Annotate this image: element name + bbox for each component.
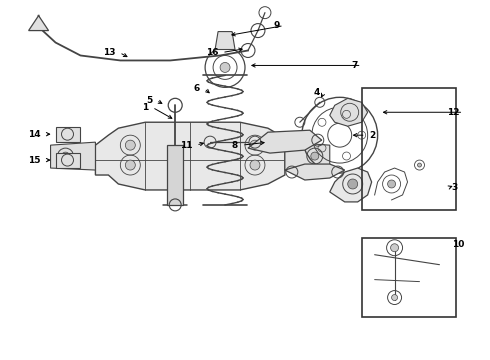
- Text: 7: 7: [351, 61, 358, 70]
- Text: 13: 13: [103, 48, 115, 57]
- Circle shape: [250, 160, 260, 170]
- Polygon shape: [215, 32, 235, 50]
- Polygon shape: [28, 15, 49, 31]
- Polygon shape: [330, 168, 371, 202]
- Polygon shape: [55, 127, 80, 142]
- Text: 1: 1: [142, 103, 148, 112]
- Circle shape: [311, 152, 319, 160]
- Text: 11: 11: [180, 141, 192, 150]
- Circle shape: [348, 179, 358, 189]
- Circle shape: [125, 140, 135, 150]
- Text: 10: 10: [452, 240, 465, 249]
- Text: 8: 8: [232, 141, 238, 150]
- Circle shape: [392, 294, 397, 301]
- Circle shape: [417, 163, 421, 167]
- Circle shape: [62, 152, 70, 160]
- Bar: [362, 88, 456, 210]
- Polygon shape: [167, 145, 183, 205]
- Circle shape: [250, 140, 260, 150]
- Polygon shape: [285, 142, 330, 170]
- Polygon shape: [50, 142, 96, 170]
- Text: 3: 3: [451, 184, 458, 193]
- Text: 4: 4: [314, 88, 320, 97]
- Text: 14: 14: [28, 130, 41, 139]
- Polygon shape: [55, 153, 80, 168]
- Circle shape: [388, 180, 395, 188]
- Text: 16: 16: [206, 48, 218, 57]
- Polygon shape: [330, 98, 368, 126]
- Circle shape: [391, 244, 398, 252]
- Text: 15: 15: [28, 156, 41, 165]
- Circle shape: [125, 160, 135, 170]
- Polygon shape: [248, 130, 322, 153]
- Text: 2: 2: [369, 131, 376, 140]
- Bar: [362, 238, 456, 318]
- Circle shape: [220, 62, 230, 72]
- Text: 9: 9: [273, 21, 280, 30]
- Polygon shape: [285, 164, 345, 180]
- Polygon shape: [96, 122, 285, 190]
- Text: 5: 5: [146, 96, 152, 105]
- Text: 6: 6: [194, 84, 200, 93]
- Text: 12: 12: [447, 108, 460, 117]
